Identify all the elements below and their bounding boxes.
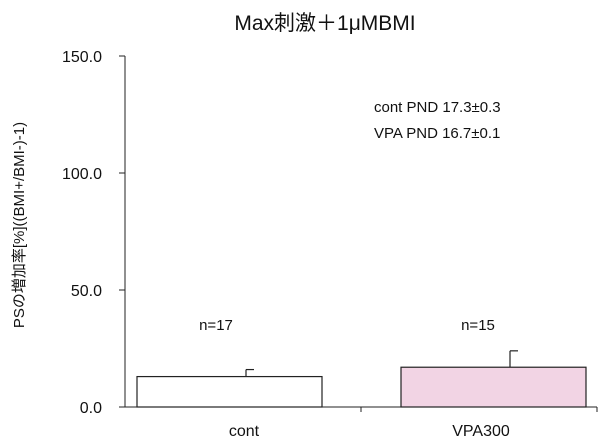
y-axis-label: PSの増加率[%]((BMI+/BMI-)-1) [11, 122, 28, 328]
y-tick-label: 50.0 [71, 283, 102, 300]
bar-cont [136, 375, 323, 408]
sample-size-label-vpa300: n=15 [461, 317, 495, 334]
x-tick-label-cont: cont [229, 423, 260, 440]
y-tick-label: 0.0 [80, 400, 102, 417]
chart-title: Max刺激＋1μMBMI [234, 12, 415, 35]
y-tick-label: 150.0 [62, 49, 102, 66]
y-tick-label: 100.0 [62, 166, 102, 183]
bars [136, 350, 587, 408]
x-tick-label-vpa300: VPA300 [452, 423, 510, 440]
sample-size-label-cont: n=17 [199, 317, 233, 334]
annotation-cont-pnd: cont PND 17.3±0.3 [374, 99, 501, 116]
bar-vpa300 [400, 366, 587, 408]
annotation-vpa-pnd: VPA PND 16.7±0.1 [374, 125, 500, 142]
y-axis-ticks: 0.0 50.0 100.0 150.0 [62, 49, 125, 417]
